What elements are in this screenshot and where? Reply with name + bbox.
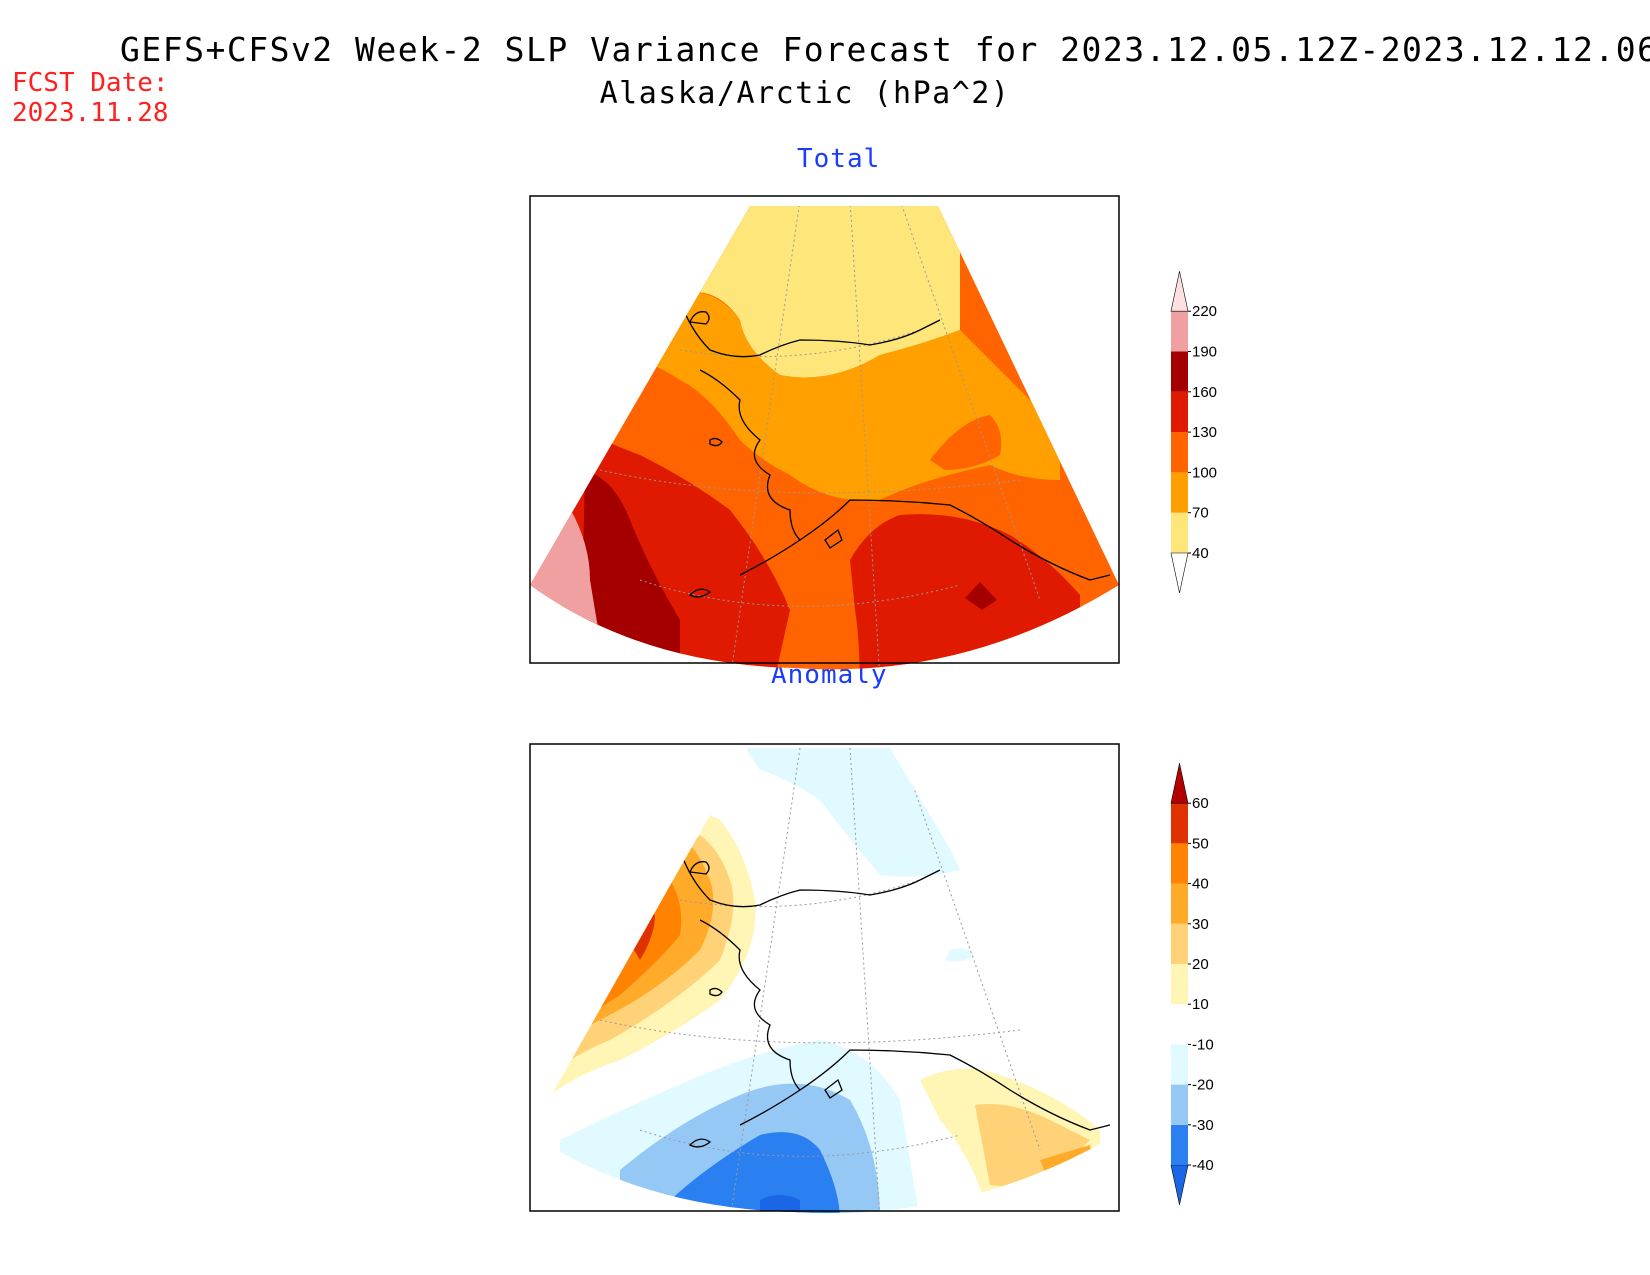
figure-subtitle: Alaska/Arctic (hPa^2) [0,76,1650,111]
anomaly-colorbar-box [1171,964,1188,1005]
total-colorbar-box [1171,472,1188,513]
total-graticule [599,206,1041,670]
total-colorbar-box [1171,391,1188,433]
anomaly-colorbar-box [1170,763,1189,804]
forecast-date-value: 2023.11.28 [12,98,169,128]
total-colorbar-box [1171,512,1188,553]
anomaly-colorbar-box [1171,883,1188,924]
total-colorbar-label: 160 [1192,384,1217,401]
total-colorbar-box [1171,351,1188,392]
anomaly-colorbar-box [1171,1084,1188,1125]
anomaly-map [529,743,1120,1214]
anomaly-colorbar-label: -40 [1192,1157,1214,1174]
total-colorbar: 40 70 100 130 160 190 220 [1170,271,1217,594]
anomaly-colorbar-label: 30 [1192,916,1209,933]
anomaly-shading [530,748,1119,1214]
anomaly-colorbar-box [1171,923,1188,964]
total-colorbar-label: 220 [1192,303,1217,320]
total-colorbar-box [1170,271,1189,312]
anomaly-colorbar-box [1171,803,1188,844]
total-colorbar-label: 100 [1192,464,1217,481]
total-map [529,195,1120,670]
anomaly-colorbar-label: -10 [1192,1036,1214,1053]
anomaly-colorbar-label: 10 [1192,996,1209,1013]
total-frame [529,195,1120,664]
total-colorbar-label: 130 [1192,424,1217,441]
total-colorbar-label: 190 [1192,344,1217,361]
anomaly-colorbar-box [1170,1164,1189,1206]
forecast-date-label: FCST Date: [12,68,169,98]
anomaly-colorbar-box [1171,843,1188,884]
anomaly-colorbar-label: 60 [1192,795,1209,812]
subtitle-text: Alaska/Arctic (hPa^2) [599,76,1011,111]
figure-title: GEFS+CFSv2 Week-2 SLP Variance Forecast … [120,30,1650,69]
total-colorbar-label: 70 [1192,505,1209,522]
anomaly-coastline [679,849,1111,1148]
total-coastline [679,299,1111,598]
anomaly-colorbar: -40 -30 -20 -10 10 20 30 40 50 60 [1170,763,1214,1206]
anomaly-colorbar-label: 40 [1192,876,1209,893]
anomaly-colorbar-label: 50 [1192,835,1209,852]
anomaly-colorbar-box [1171,1004,1188,1045]
anomaly-frame [529,743,1120,1212]
anomaly-colorbar-box [1171,1044,1188,1085]
forecast-date-block: FCST Date: 2023.11.28 [12,68,169,128]
total-colorbar-min-triangle [1170,552,1189,594]
anomaly-colorbar-label: -30 [1192,1117,1214,1134]
anomaly-graticule [599,748,1041,1214]
anomaly-colorbar-box [1171,1124,1188,1165]
total-colorbar-box [1171,311,1188,352]
anomaly-colorbar-label: 20 [1192,956,1209,973]
total-panel-title: Total [797,144,881,174]
anomaly-colorbar-label: -20 [1192,1077,1214,1094]
total-colorbar-label: 40 [1192,545,1209,562]
total-colorbar-box [1171,432,1188,473]
